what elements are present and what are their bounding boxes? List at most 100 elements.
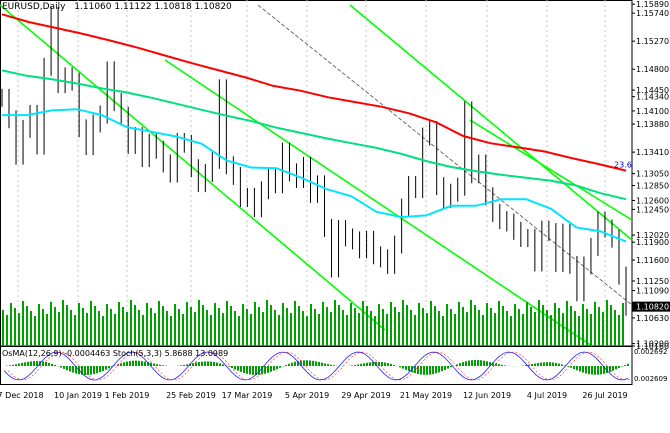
osma-bar — [561, 364, 563, 366]
volume-bar — [546, 310, 548, 346]
osma-bar — [33, 361, 35, 366]
x-tick-label: 26 Jul 2019 — [582, 391, 627, 400]
osma-bar — [291, 363, 293, 366]
volume-bar — [142, 315, 144, 346]
osma-bar — [477, 360, 479, 366]
volume-bar — [406, 305, 408, 346]
osma-bar — [471, 360, 473, 366]
volume-bar — [598, 307, 600, 346]
osma-bar — [537, 363, 539, 366]
volume-bar — [286, 308, 288, 346]
volume-bar — [166, 311, 168, 346]
volume-bar — [418, 303, 420, 346]
volume-bar — [386, 314, 388, 346]
volume-bar — [474, 305, 476, 346]
volume-bar — [258, 307, 260, 346]
volume-bar — [70, 310, 72, 346]
volume-bar — [190, 307, 192, 346]
osma-bar — [306, 360, 308, 366]
osma-bar — [447, 366, 449, 369]
osma-bar — [429, 366, 431, 375]
volume-bar — [370, 311, 372, 346]
osma-bar — [402, 366, 404, 369]
y-tick-label: 1.14340 — [636, 93, 669, 102]
volume-bar — [490, 308, 492, 346]
osma-bar — [102, 366, 104, 371]
osma-bar — [549, 362, 551, 366]
volume-bar — [30, 311, 32, 346]
volume-bar — [378, 304, 380, 346]
volume-bar — [478, 310, 480, 346]
osma-bar — [366, 363, 368, 366]
volume-bar — [422, 308, 424, 346]
volume-bar — [594, 302, 596, 346]
volume-bar — [94, 306, 96, 346]
osma-bar — [615, 366, 617, 369]
osma-bar — [354, 365, 356, 366]
volume-bar — [502, 306, 504, 346]
osma-bar — [195, 363, 197, 366]
y-tick-label: 1.10630 — [636, 314, 669, 323]
ma-line-ma144 — [2, 70, 626, 199]
osma-bar — [204, 361, 206, 366]
volume-bar — [330, 312, 332, 346]
osma-bar — [201, 362, 203, 366]
osma-bar — [9, 365, 11, 366]
osma-bar — [408, 366, 410, 371]
volume-bar — [442, 316, 444, 346]
volume-bar — [210, 315, 212, 346]
volume-bar — [234, 311, 236, 346]
osma-bar — [120, 363, 122, 366]
osma-bar — [60, 366, 62, 368]
y-tick-label: 1.14800 — [636, 65, 669, 74]
osma-bar — [570, 366, 572, 368]
volume-bar — [270, 305, 272, 346]
osma-bar — [213, 362, 215, 366]
symbol-label: EURUSD,Daily — [2, 2, 65, 12]
osma-bar — [30, 361, 32, 366]
x-tick-label: 10 Jan 2019 — [54, 391, 102, 400]
volume-bar — [410, 310, 412, 346]
osma-bar — [318, 362, 320, 366]
x-tick-label: 17 Dec 2018 — [0, 391, 44, 400]
osma-bar — [546, 362, 548, 366]
volume-bar — [138, 310, 140, 346]
volume-bar — [590, 314, 592, 346]
osma-bar — [141, 361, 143, 366]
channel-line — [258, 5, 632, 305]
volume-bar — [42, 309, 44, 346]
volume-bar — [198, 300, 200, 346]
osma-bar — [84, 366, 86, 375]
osma-bar — [270, 366, 272, 372]
volume-bar — [586, 309, 588, 346]
volume-bar — [462, 307, 464, 346]
osma-bar — [309, 360, 311, 366]
osma-bar — [618, 366, 620, 368]
osma-bar — [435, 366, 437, 373]
volume-bar — [306, 316, 308, 346]
y-tick-label: 1.12450 — [636, 205, 669, 214]
osma-bar — [390, 364, 392, 366]
volume-bar — [150, 308, 152, 346]
osma-bar — [591, 366, 593, 375]
volume-bar — [238, 316, 240, 346]
osma-bar — [381, 362, 383, 366]
osma-bar — [459, 363, 461, 366]
y-tick-label: 1.12850 — [636, 182, 669, 191]
volume-bar — [354, 308, 356, 346]
volume-bar — [578, 316, 580, 346]
y-tick-label: 1.11600 — [636, 256, 669, 265]
x-tick-label: 5 Apr 2019 — [285, 391, 329, 400]
osma-bar — [480, 360, 482, 366]
volume-bar — [398, 312, 400, 346]
plot-frame — [1, 1, 633, 347]
volume-bar — [214, 303, 216, 346]
osma-bar — [393, 365, 395, 366]
volume-bar — [494, 313, 496, 346]
osma-bar — [156, 364, 158, 366]
osma-bar — [186, 364, 188, 366]
y-tick-label: 1.14100 — [636, 107, 669, 116]
osma-bar — [51, 364, 53, 366]
volume-bar — [322, 302, 324, 346]
